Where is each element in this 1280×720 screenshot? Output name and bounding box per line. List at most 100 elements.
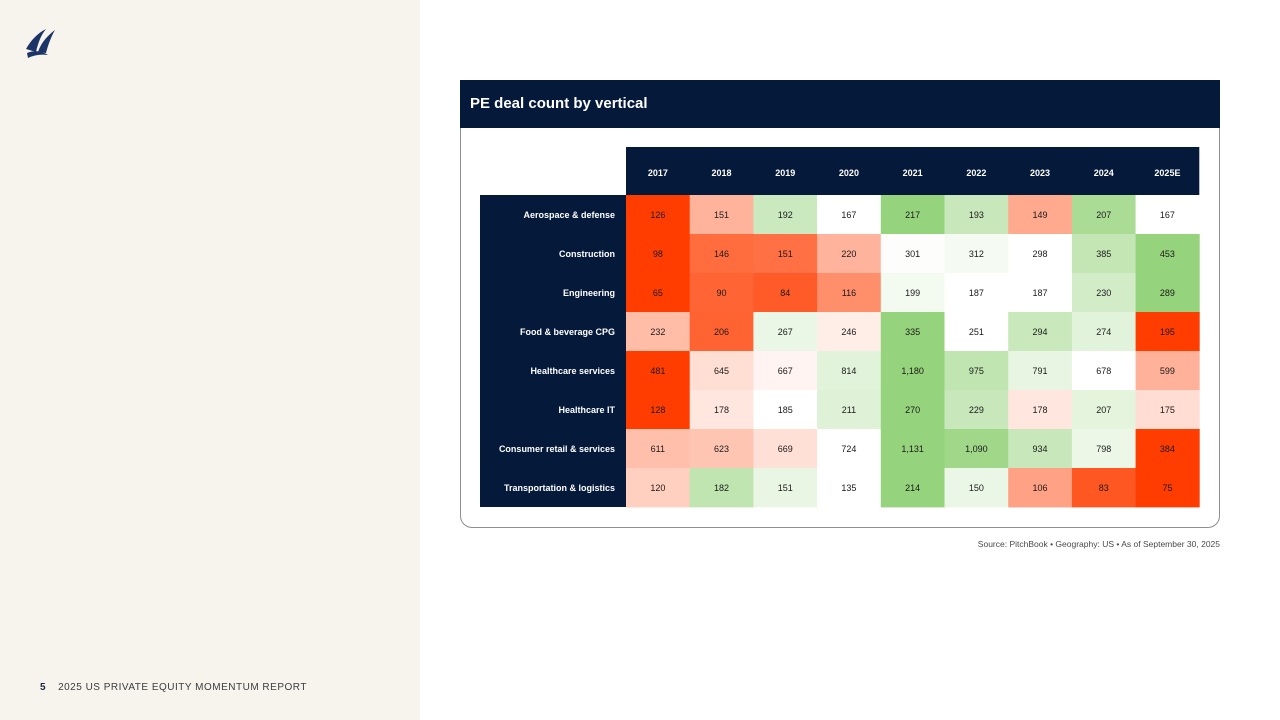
heatmap-cell: [1071, 351, 1136, 391]
heatmap-cell: [689, 351, 754, 391]
cell-value: 187: [1033, 288, 1048, 298]
cell-value: 267: [778, 327, 793, 337]
row-label: Healthcare services: [530, 366, 615, 376]
heatmap-cell: [1135, 390, 1200, 430]
cell-value: 84: [780, 288, 790, 298]
cell-value: 75: [1162, 483, 1172, 493]
row-label: Healthcare IT: [558, 405, 615, 415]
cell-value: 185: [778, 405, 793, 415]
heatmap-cell: [880, 195, 945, 235]
heatmap-cell: [689, 429, 754, 469]
heatmap-cell: [944, 312, 1009, 352]
row-label: Food & beverage CPG: [520, 327, 615, 337]
heatmap-cell: [880, 429, 945, 469]
heatmap-cell: [1071, 468, 1136, 508]
cell-value: 1,131: [901, 444, 924, 454]
heatmap-cell: [817, 390, 882, 430]
column-header: 2025E: [1154, 168, 1180, 178]
cell-value: 385: [1096, 249, 1111, 259]
chart-title: PE deal count by vertical: [470, 95, 648, 112]
chart-panel: [460, 128, 1220, 528]
heatmap-cell: [626, 429, 691, 469]
heatmap-cell: [817, 351, 882, 391]
heatmap-cell: [817, 195, 882, 235]
cell-value: 135: [841, 483, 856, 493]
heatmap-cell: [944, 351, 1009, 391]
cell-value: 229: [969, 405, 984, 415]
heatmap-cell: [689, 468, 754, 508]
heatmap-cell: [626, 312, 691, 352]
row-label-bg: [480, 195, 626, 507]
cell-value: 116: [842, 288, 856, 298]
cell-value: 182: [714, 483, 729, 493]
cell-value: 98: [653, 249, 663, 259]
cell-value: 187: [969, 288, 984, 298]
heatmap-cell: [753, 390, 818, 430]
heatmap-cell: [944, 234, 1009, 274]
heatmap-cell: [1135, 273, 1200, 313]
heatmap-cell: [1135, 195, 1200, 235]
heatmap-cell: [1135, 468, 1200, 508]
heatmap-cell: [689, 312, 754, 352]
heatmap-cell: [1071, 429, 1136, 469]
cell-value: 199: [905, 288, 920, 298]
cell-value: 65: [653, 288, 663, 298]
page-number: 5: [40, 682, 47, 693]
cell-value: 599: [1160, 366, 1175, 376]
cell-value: 1,180: [901, 366, 924, 376]
cell-value: 294: [1033, 327, 1048, 337]
cell-value: 384: [1160, 444, 1175, 454]
cell-value: 90: [717, 288, 727, 298]
cell-value: 289: [1160, 288, 1175, 298]
cell-value: 193: [969, 210, 984, 220]
cell-value: 301: [905, 249, 920, 259]
cell-value: 1,090: [965, 444, 988, 454]
cell-value: 312: [969, 249, 984, 259]
cell-value: 151: [714, 210, 729, 220]
heatmap-cell: [1008, 390, 1073, 430]
heatmap-cell: [944, 273, 1009, 313]
heatmap-cell: [880, 234, 945, 274]
heatmap-cell: [817, 468, 882, 508]
heatmap-cell: [626, 351, 691, 391]
heatmap-cell: [753, 273, 818, 313]
column-header: 2020: [839, 168, 859, 178]
heatmap-cell: [1071, 195, 1136, 235]
heatmap-cell: [1008, 351, 1073, 391]
heatmap-cell: [880, 273, 945, 313]
heatmap-cell: [689, 195, 754, 235]
heatmap-cell: [1071, 312, 1136, 352]
cell-value: 230: [1096, 288, 1111, 298]
heatmap-cell: [753, 468, 818, 508]
cell-value: 217: [905, 210, 920, 220]
heatmap-cell: [944, 195, 1009, 235]
cell-value: 669: [778, 444, 793, 454]
page-footer: 5 2025 US PRIVATE EQUITY MOMENTUM REPORT: [40, 682, 307, 693]
heatmap-cell: [944, 390, 1009, 430]
cell-value: 274: [1096, 327, 1111, 337]
cell-value: 246: [841, 327, 856, 337]
column-header: 2021: [903, 168, 923, 178]
heatmap-cell: [880, 468, 945, 508]
heatmap-cell: [689, 390, 754, 430]
column-header: 2024: [1094, 168, 1114, 178]
heatmap-cell: [1071, 390, 1136, 430]
cell-value: 128: [650, 405, 665, 415]
cell-value: 251: [969, 327, 984, 337]
cell-value: 175: [1160, 405, 1175, 415]
cell-value: 453: [1160, 249, 1175, 259]
cell-value: 167: [1160, 210, 1175, 220]
cell-value: 106: [1033, 483, 1048, 493]
heatmap-cell: [880, 351, 945, 391]
row-label: Engineering: [563, 288, 615, 298]
cell-value: 211: [842, 405, 856, 415]
cell-value: 298: [1033, 249, 1048, 259]
row-label: Aerospace & defense: [523, 210, 615, 220]
row-label: Transportation & logistics: [504, 483, 615, 493]
heatmap-cell: [753, 234, 818, 274]
cell-value: 232: [650, 327, 665, 337]
heatmap-cell: [1135, 429, 1200, 469]
source-note: Source: PitchBook • Geography: US • As o…: [977, 539, 1220, 549]
cell-value: 167: [841, 210, 856, 220]
heatmap-cell: [944, 468, 1009, 508]
